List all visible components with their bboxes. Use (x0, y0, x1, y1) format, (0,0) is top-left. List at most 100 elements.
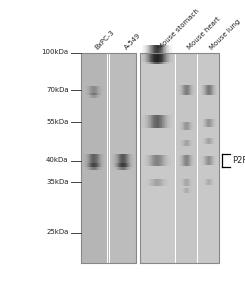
Bar (133, 154, 134, 167)
Bar (88, 93, 89, 98)
Bar (92, 163, 93, 170)
Bar (87, 163, 88, 170)
Bar (190, 155, 191, 166)
Bar (149, 45, 150, 62)
Bar (144, 155, 145, 166)
Bar (100, 85, 101, 94)
Bar (162, 54, 163, 64)
Bar (91, 85, 92, 94)
Bar (207, 85, 208, 95)
Bar (191, 122, 192, 130)
Bar (124, 163, 125, 170)
Bar (93, 163, 94, 170)
Bar (210, 138, 211, 144)
Bar (153, 54, 154, 64)
Bar (155, 179, 156, 186)
Bar (186, 155, 187, 166)
Bar (204, 156, 205, 165)
Bar (147, 155, 148, 166)
Bar (114, 163, 115, 170)
Bar (214, 119, 215, 127)
Bar (102, 163, 103, 170)
Bar (155, 54, 156, 64)
Bar (216, 85, 217, 95)
Bar (151, 115, 152, 128)
Bar (157, 54, 158, 64)
Bar (151, 179, 152, 186)
Bar (190, 122, 191, 130)
Bar (180, 85, 181, 95)
Bar (209, 85, 210, 95)
Bar (164, 45, 165, 62)
Bar (183, 140, 184, 146)
Bar (180, 122, 181, 130)
Bar (201, 85, 202, 95)
Bar (185, 179, 186, 186)
Bar (115, 154, 116, 167)
Bar (91, 93, 92, 98)
Bar (200, 85, 201, 95)
Bar (123, 163, 124, 170)
Bar (166, 45, 167, 62)
Bar (192, 85, 193, 95)
Bar (162, 155, 163, 166)
Bar (165, 155, 166, 166)
Bar (164, 179, 165, 186)
Bar (193, 155, 194, 166)
Bar (187, 188, 188, 193)
Bar (90, 163, 91, 170)
Bar (87, 154, 88, 167)
Bar (192, 140, 193, 146)
Bar (186, 140, 187, 146)
Bar (149, 155, 150, 166)
Bar (206, 179, 207, 185)
Bar (122, 154, 123, 167)
Bar (212, 179, 213, 185)
Bar (184, 85, 185, 95)
Bar (156, 155, 157, 166)
Bar (140, 52, 175, 262)
Bar (142, 45, 143, 62)
Bar (213, 85, 214, 95)
Bar (212, 156, 213, 165)
Bar (212, 119, 213, 127)
Bar (204, 119, 205, 127)
Bar (209, 179, 210, 185)
Bar (187, 122, 188, 130)
Bar (187, 140, 188, 146)
Bar (95, 93, 96, 98)
Bar (161, 155, 162, 166)
Bar (163, 115, 164, 128)
Bar (97, 93, 98, 98)
Bar (96, 85, 97, 94)
Bar (183, 122, 184, 130)
Bar (159, 45, 160, 62)
Bar (198, 52, 219, 262)
Bar (150, 45, 151, 62)
Bar (165, 179, 166, 186)
Bar (148, 155, 149, 166)
Bar (181, 155, 182, 166)
Bar (93, 154, 94, 167)
Bar (186, 188, 187, 193)
Bar (188, 122, 189, 130)
Bar (98, 93, 99, 98)
Bar (186, 85, 187, 95)
Bar (112, 154, 113, 167)
Bar (150, 54, 151, 64)
Bar (98, 154, 99, 167)
Bar (202, 85, 203, 95)
Bar (144, 115, 145, 128)
Bar (90, 93, 91, 98)
Bar (96, 154, 97, 167)
Bar (154, 179, 155, 186)
Bar (213, 138, 214, 144)
Bar (168, 179, 169, 186)
Text: P2RY4: P2RY4 (232, 156, 245, 165)
Bar (148, 115, 149, 128)
Bar (119, 154, 120, 167)
Bar (188, 179, 189, 186)
Bar (149, 115, 150, 128)
Bar (96, 93, 97, 98)
Text: A-549: A-549 (123, 32, 142, 51)
